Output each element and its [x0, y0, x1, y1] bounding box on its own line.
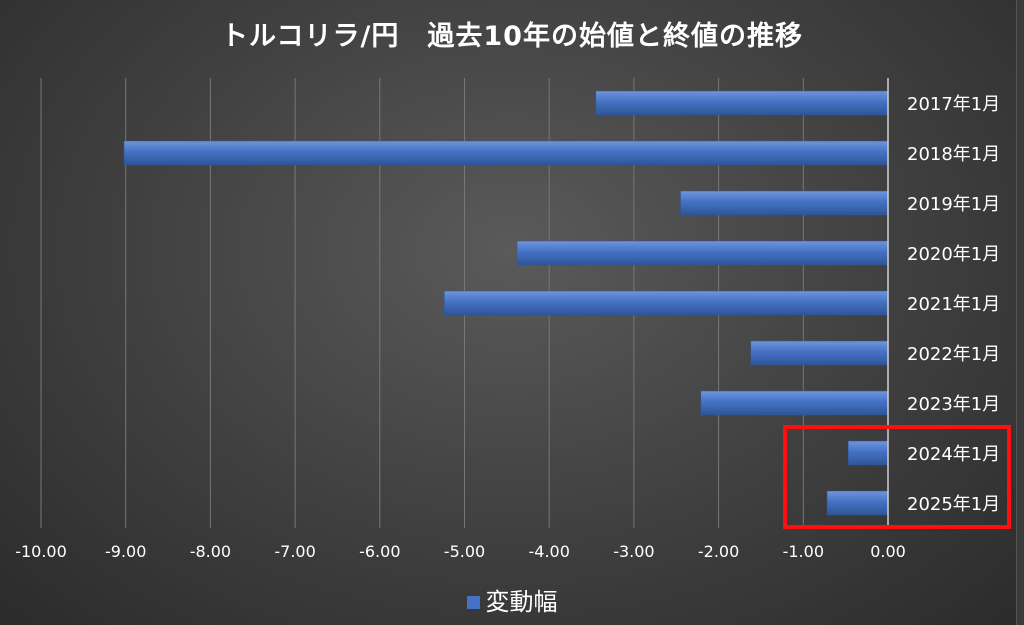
- highlight-box: [783, 425, 1011, 529]
- category-label: 2021年1月: [907, 294, 1000, 315]
- x-tick-label: -10.00: [15, 542, 67, 561]
- category-label: 2024年1月: [907, 444, 1000, 465]
- x-tick-label: -7.00: [274, 542, 315, 561]
- category-label: 2020年1月: [907, 244, 1000, 265]
- bar: [826, 490, 889, 516]
- bar: [750, 340, 889, 366]
- legend: 変動幅: [0, 582, 1024, 617]
- bar: [700, 390, 889, 416]
- category-label: 2023年1月: [907, 394, 1000, 415]
- chart-title: トルコリラ/円 過去10年の始値と終値の推移: [221, 21, 803, 52]
- x-tick-label: -9.00: [105, 542, 146, 561]
- bar: [595, 90, 889, 116]
- category-label: 2019年1月: [907, 194, 1000, 215]
- x-tick-label: -8.00: [190, 542, 231, 561]
- bar: [680, 190, 889, 216]
- window-edge: [1016, 0, 1024, 625]
- x-tick-label: -1.00: [783, 542, 824, 561]
- legend-swatch: [466, 596, 480, 609]
- category-label: 2022年1月: [907, 344, 1000, 365]
- x-tick-labels: -10.00 -9.00 -8.00 -7.00 -6.00 -5.00 -4.00 -3.0…: [15, 542, 906, 561]
- legend-label: 変動幅: [485, 588, 558, 616]
- bar: [123, 140, 889, 166]
- category-label: 2017年1月: [907, 94, 1000, 115]
- x-tick-label: -5.00: [444, 542, 485, 561]
- category-label: 2018年1月: [907, 144, 1000, 165]
- x-tick-label: -6.00: [359, 542, 400, 561]
- x-tick-label: -2.00: [698, 542, 739, 561]
- x-tick-label: -3.00: [613, 542, 654, 561]
- category-label: 2025年1月: [907, 494, 1000, 515]
- x-tick-label: 0.00: [870, 542, 906, 561]
- x-tick-label: -4.00: [528, 542, 569, 561]
- category-labels: 2017年1月 2018年1月 2019年1月 2020年1月 2021年1月 2022年…: [907, 94, 1000, 515]
- bar: [443, 290, 889, 316]
- bars: [123, 90, 889, 516]
- bar: [516, 240, 889, 266]
